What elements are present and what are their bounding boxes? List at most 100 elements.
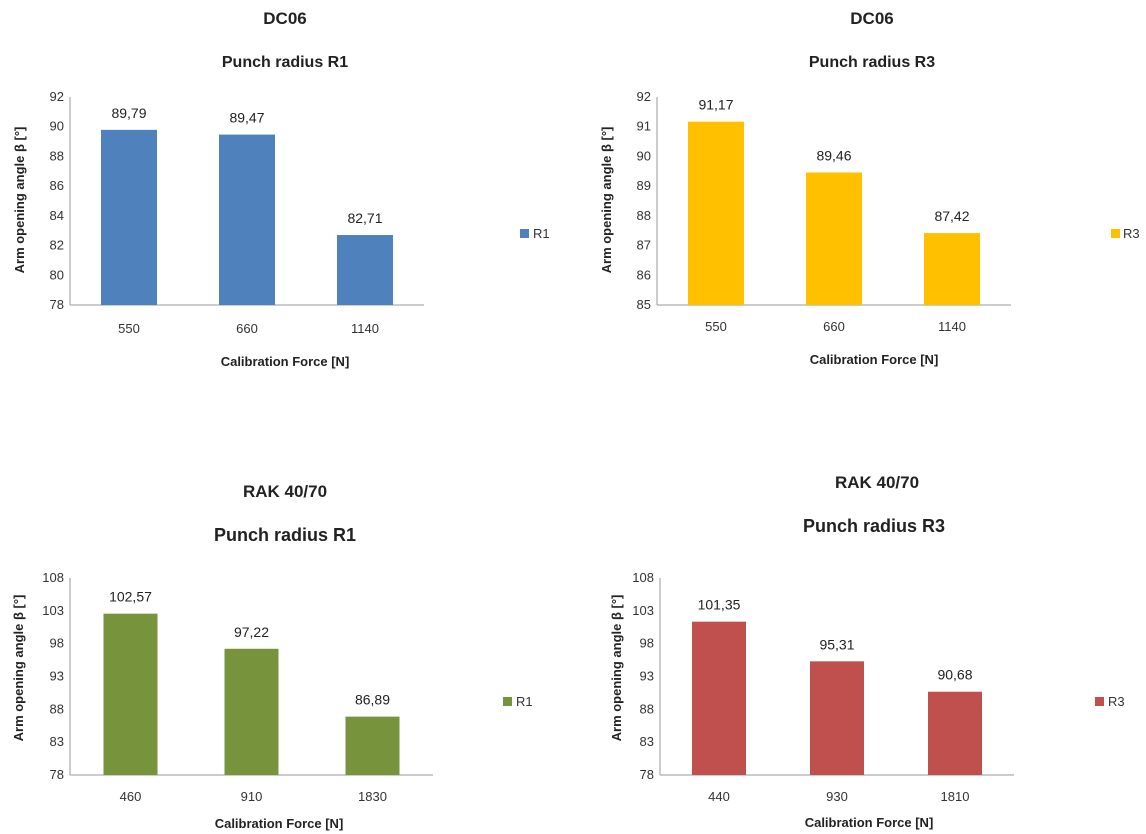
data-label: 90,68 (937, 667, 972, 683)
y-tick-label: 108 (42, 570, 64, 585)
y-tick-label: 86 (50, 178, 64, 193)
x-axis-label: Calibration Force [N] (805, 815, 934, 830)
legend: R1 (503, 694, 533, 709)
y-tick-label: 93 (50, 669, 64, 684)
bar (219, 134, 275, 305)
chart-subtitle: Punch radius R3 (803, 516, 945, 536)
data-label: 91,17 (698, 97, 733, 113)
y-tick-label: 98 (640, 636, 654, 651)
chart-title: RAK 40/70 (835, 473, 919, 492)
x-tick-label: 930 (826, 789, 848, 804)
x-tick-label: 660 (236, 321, 258, 336)
y-tick-label: 88 (637, 208, 651, 223)
chart-title: DC06 (850, 9, 893, 28)
chart-subtitle: Punch radius R1 (214, 525, 356, 545)
x-tick-label: 910 (241, 789, 263, 804)
legend: R1 (520, 226, 550, 241)
y-tick-label: 91 (637, 119, 651, 134)
x-tick-label: 460 (120, 789, 142, 804)
y-tick-label: 93 (640, 669, 654, 684)
data-label: 82,71 (347, 210, 382, 226)
y-tick-label: 103 (42, 603, 64, 618)
x-tick-label: 550 (705, 319, 727, 334)
y-tick-label: 92 (50, 89, 64, 104)
chart-subtitle: Punch radius R1 (222, 54, 348, 71)
y-tick-label: 98 (50, 636, 64, 651)
bar (345, 716, 400, 775)
bar (928, 691, 982, 775)
y-tick-label: 88 (640, 701, 654, 716)
y-tick-label: 82 (50, 238, 64, 253)
data-label: 87,42 (934, 208, 969, 224)
plot-area: 78 80 82 84 86 88 90 92 89,79 550 89,47 660 82,71 114… (50, 89, 424, 336)
y-tick-label: 86 (637, 267, 651, 282)
bar (924, 233, 980, 305)
data-label: 102,57 (109, 589, 152, 605)
bar (101, 129, 157, 305)
y-tick-label: 84 (50, 208, 64, 223)
chart-dc06-r1: DC06 Punch radius R1 Arm opening angle β… (12, 9, 550, 369)
data-label: 89,79 (111, 105, 146, 121)
bar (810, 661, 864, 775)
y-tick-label: 90 (637, 148, 651, 163)
y-tick-label: 85 (637, 297, 651, 312)
chart-rak-r3: RAK 40/70 Punch radius R3 Arm opening an… (609, 473, 1125, 830)
legend-label: R3 (1108, 694, 1125, 709)
y-tick-label: 108 (632, 570, 654, 585)
chart-title: DC06 (263, 9, 306, 28)
x-tick-label: 440 (708, 789, 730, 804)
data-label: 95,31 (819, 636, 854, 652)
data-label: 86,89 (355, 692, 390, 708)
legend-swatch (1095, 697, 1104, 706)
data-label: 89,47 (229, 110, 264, 126)
x-tick-label: 1140 (351, 321, 379, 336)
y-tick-label: 80 (50, 267, 64, 282)
y-tick-label: 78 (640, 767, 654, 782)
bar (224, 648, 279, 775)
y-axis-label: Arm opening angle β [°] (11, 595, 26, 742)
legend: R3 (1111, 226, 1140, 241)
data-label: 101,35 (698, 597, 741, 613)
y-tick-label: 92 (637, 89, 651, 104)
y-tick-label: 83 (50, 734, 64, 749)
y-tick-label: 103 (632, 603, 654, 618)
chart-dc06-r3: DC06 Punch radius R3 Arm opening angle β… (599, 9, 1140, 367)
y-tick-label: 78 (50, 767, 64, 782)
bar (103, 613, 158, 775)
chart-rak-r1: RAK 40/70 Punch radius R1 Arm opening an… (11, 482, 533, 831)
y-axis-label: Arm opening angle β [°] (599, 127, 614, 274)
x-tick-label: 550 (118, 321, 140, 336)
chart-subtitle: Punch radius R3 (809, 54, 935, 71)
legend-swatch (520, 229, 529, 238)
plot-area: 78 83 88 93 98 103 108 102,57 460 97,22 910 86,89 18… (42, 570, 433, 804)
x-tick-label: 1810 (941, 789, 970, 804)
bar (688, 121, 744, 305)
x-axis-label: Calibration Force [N] (221, 354, 350, 369)
plot-area: 85 86 87 88 89 90 91 92 91,17 550 89,46 660 87,42 114… (637, 89, 1011, 334)
legend-label: R1 (533, 226, 550, 241)
x-tick-label: 1140 (938, 319, 966, 334)
bar (806, 172, 862, 305)
legend-swatch (503, 697, 512, 706)
legend-label: R1 (516, 694, 533, 709)
y-tick-label: 83 (640, 734, 654, 749)
legend: R3 (1095, 694, 1125, 709)
x-tick-label: 660 (823, 319, 845, 334)
y-tick-label: 78 (50, 297, 64, 312)
x-tick-label: 1830 (358, 789, 387, 804)
chart-title: RAK 40/70 (243, 482, 327, 501)
y-axis-label: Arm opening angle β [°] (609, 595, 624, 742)
y-axis-label: Arm opening angle β [°] (12, 127, 27, 274)
y-tick-label: 87 (637, 238, 651, 253)
bar (337, 235, 393, 305)
x-axis-label: Calibration Force [N] (810, 352, 939, 367)
bar (692, 621, 746, 775)
data-label: 89,46 (816, 147, 851, 163)
y-tick-label: 90 (50, 119, 64, 134)
y-tick-label: 89 (637, 178, 651, 193)
legend-swatch (1111, 229, 1120, 238)
y-tick-label: 88 (50, 148, 64, 163)
y-tick-label: 88 (50, 701, 64, 716)
legend-label: R3 (1123, 226, 1140, 241)
